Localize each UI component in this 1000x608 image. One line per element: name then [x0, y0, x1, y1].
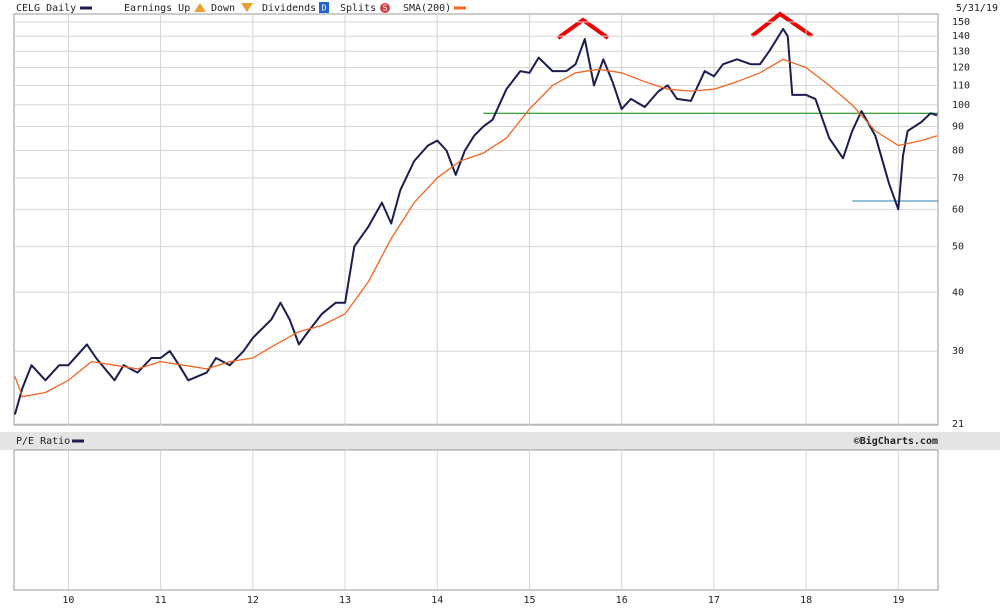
- y-tick-label: 40: [952, 287, 964, 298]
- legend-dividends: Dividends: [262, 3, 316, 14]
- earnings-down-icon: [241, 3, 253, 12]
- pe-panel: [13, 449, 939, 591]
- x-tick-label: 11: [155, 595, 167, 606]
- x-tick-label: 12: [247, 595, 259, 606]
- x-tick-label: 13: [339, 595, 351, 606]
- series-line: [14, 58, 938, 398]
- y-tick-label: 110: [952, 80, 970, 91]
- dividend-icon: [319, 2, 329, 13]
- x-tick-label: 10: [62, 595, 74, 606]
- x-tick-label: 17: [708, 595, 720, 606]
- x-tick-label: 14: [431, 595, 443, 606]
- y-tick-label: 120: [952, 63, 970, 74]
- split-icon-label: S: [383, 4, 388, 13]
- y-tick-label: 50: [952, 242, 964, 253]
- pe-title: P/E Ratio: [16, 436, 70, 447]
- y-tick-label: 30: [952, 346, 964, 357]
- y-tick-label: 90: [952, 121, 964, 132]
- earnings-up-icon: [194, 3, 206, 12]
- y-tick-label: 80: [952, 146, 964, 157]
- legend-splits: Splits: [340, 3, 376, 14]
- y-tick-label: 100: [952, 100, 970, 111]
- y-tick-label: 140: [952, 31, 970, 42]
- series-line: [13, 27, 938, 415]
- date-label: 5/31/19: [956, 3, 998, 14]
- price-panel: [13, 13, 939, 426]
- legend-sma: SMA(200): [403, 3, 451, 14]
- split-icon: [380, 3, 390, 13]
- x-tick-label: 16: [616, 595, 628, 606]
- x-tick-label: 15: [523, 595, 535, 606]
- dividend-icon-label: D: [322, 4, 327, 13]
- x-tick-label: 19: [892, 595, 904, 606]
- y-tick-label: 21: [952, 419, 964, 430]
- y-tick-label: 70: [952, 173, 964, 184]
- pe-bar: [0, 432, 1000, 450]
- y-tick-label: 150: [952, 17, 970, 28]
- peak-marker: [556, 17, 610, 40]
- credit: ©BigCharts.com: [854, 435, 938, 447]
- peak-marker: [750, 11, 814, 38]
- y-tick-label: 60: [952, 204, 964, 215]
- legend-earnings-down: Down: [211, 3, 235, 14]
- legend-earnings-up: Earnings Up: [124, 3, 190, 14]
- y-tick-label: 130: [952, 46, 970, 57]
- legend-symbol: CELG Daily: [16, 3, 76, 14]
- x-tick-label: 18: [800, 595, 812, 606]
